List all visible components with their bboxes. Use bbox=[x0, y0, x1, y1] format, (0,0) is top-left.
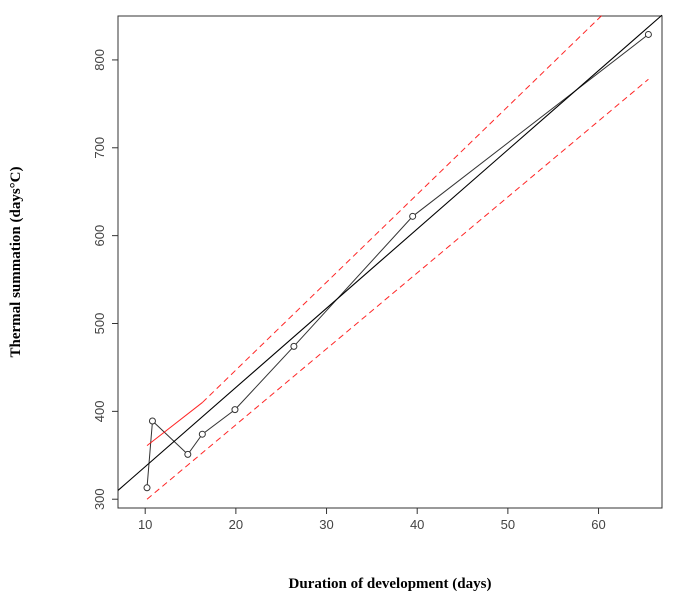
x-tick-label-50: 50 bbox=[501, 517, 515, 532]
data-point-1 bbox=[148, 417, 156, 425]
x-tick-label-20: 20 bbox=[229, 517, 243, 532]
y-tick-label-600: 600 bbox=[92, 225, 107, 247]
y-tick-label-800: 800 bbox=[92, 49, 107, 71]
x-axis-title: Duration of development (days) bbox=[289, 576, 492, 592]
y-tick-label-400: 400 bbox=[92, 401, 107, 423]
data-point-4 bbox=[231, 406, 239, 414]
y-axis: 300 400 500 600 700 800 bbox=[92, 49, 118, 510]
y-tick-label-300: 300 bbox=[92, 488, 107, 510]
x-axis: 10 20 30 40 50 60 bbox=[138, 508, 606, 532]
observed-data-line bbox=[146, 34, 649, 488]
regression-line bbox=[117, 14, 663, 491]
upper-confidence-band-segment-0 bbox=[146, 402, 203, 447]
plot-area bbox=[117, 13, 663, 500]
plot-frame bbox=[117, 15, 663, 509]
x-tick-label-60: 60 bbox=[591, 517, 605, 532]
data-point-5 bbox=[290, 342, 298, 350]
x-tick-label-10: 10 bbox=[138, 517, 152, 532]
data-point-6 bbox=[409, 212, 417, 220]
x-tick-label-30: 30 bbox=[319, 517, 333, 532]
y-axis-title: Thermal summation (days°C) bbox=[8, 166, 24, 357]
data-point-3 bbox=[198, 430, 206, 438]
y-tick-label-700: 700 bbox=[92, 137, 107, 159]
x-tick-label-40: 40 bbox=[410, 517, 424, 532]
upper-confidence-band-segment-1 bbox=[201, 13, 604, 403]
y-tick-label-500: 500 bbox=[92, 313, 107, 335]
data-point-2 bbox=[184, 450, 192, 458]
lower-confidence-band-segment-0 bbox=[146, 78, 649, 500]
data-point-0 bbox=[143, 484, 151, 492]
data-point-7 bbox=[644, 30, 652, 38]
